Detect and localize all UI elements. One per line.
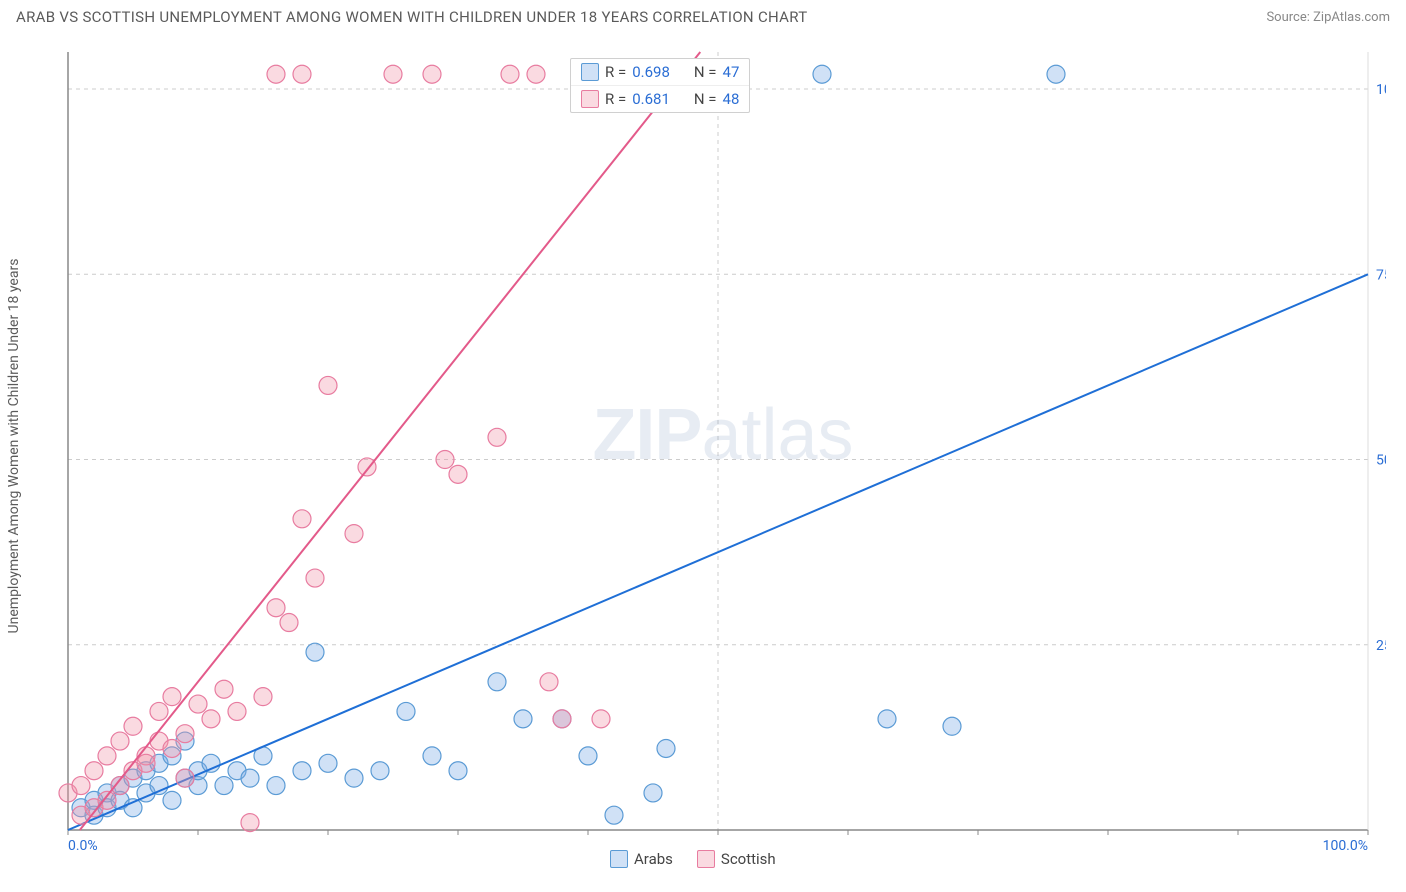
legend-R-label: R = <box>605 63 626 81</box>
legend-R-value: 0.681 <box>632 90 670 108</box>
legend-swatch <box>581 90 599 108</box>
legend-row: R = 0.681 N = 48 <box>571 85 749 112</box>
scatter-chart: 25.0% 50.0% 75.0% 100.0% 0.0% 100.0% <box>50 40 1386 850</box>
svg-text:25.0%: 25.0% <box>1376 638 1386 654</box>
legend-N-value: 47 <box>723 63 740 81</box>
source-link[interactable]: ZipAtlas.com <box>1313 10 1390 25</box>
y-axis-label: Unemployment Among Women with Children U… <box>6 259 22 634</box>
chart-area: 25.0%50.0%75.0%100.0%0.0%100.0% ZIPatlas… <box>50 40 1396 862</box>
correlation-legend: R = 0.698 N = 47 R = 0.681 N = 48 <box>570 58 750 113</box>
legend-swatch <box>581 63 599 81</box>
series-legend: Arabs Scottish <box>610 850 776 868</box>
legend-swatch <box>610 850 628 868</box>
title-row: ARAB VS SCOTTISH UNEMPLOYMENT AMONG WOME… <box>0 0 1406 26</box>
legend-N-value: 48 <box>723 90 740 108</box>
source-label: Source: <box>1266 10 1309 25</box>
legend-N-label: N = <box>694 90 717 108</box>
svg-text:0.0%: 0.0% <box>68 838 98 850</box>
legend-row: R = 0.698 N = 47 <box>571 59 749 85</box>
legend-R-value: 0.698 <box>632 63 670 81</box>
legend-R-label: R = <box>605 90 626 108</box>
series-legend-label: Scottish <box>721 850 776 868</box>
svg-text:50.0%: 50.0% <box>1376 453 1386 469</box>
series-legend-item[interactable]: Scottish <box>697 850 776 868</box>
svg-text:100.0%: 100.0% <box>1376 82 1386 98</box>
legend-N-label: N = <box>694 63 717 81</box>
source: Source: ZipAtlas.com <box>1266 10 1390 25</box>
chart-title: ARAB VS SCOTTISH UNEMPLOYMENT AMONG WOME… <box>16 8 807 26</box>
legend-swatch <box>697 850 715 868</box>
svg-text:100.0%: 100.0% <box>1323 838 1368 850</box>
series-legend-label: Arabs <box>634 850 673 868</box>
svg-text:75.0%: 75.0% <box>1376 267 1386 283</box>
series-legend-item[interactable]: Arabs <box>610 850 673 868</box>
